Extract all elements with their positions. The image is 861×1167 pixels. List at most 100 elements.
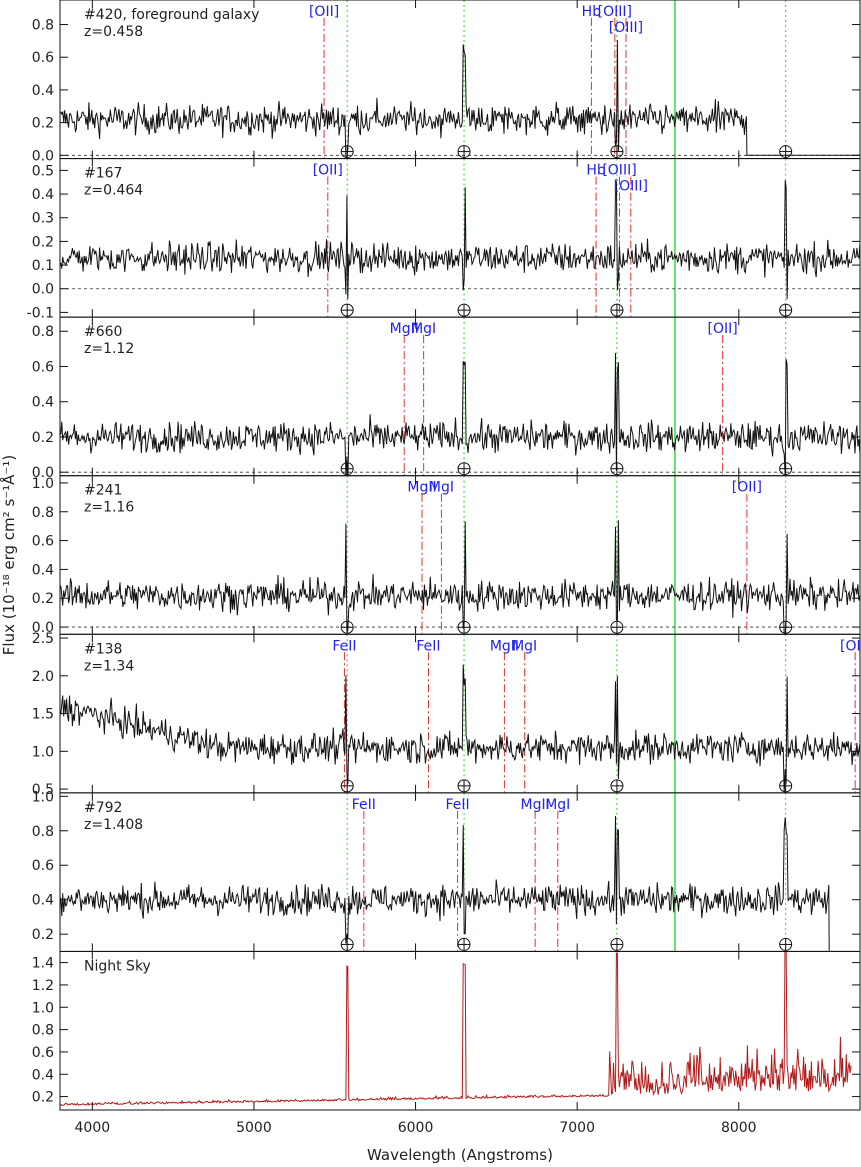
line-label: MgII: [521, 797, 550, 813]
line-label: FeII: [352, 797, 376, 813]
line-label: [OIII]: [609, 20, 643, 36]
panel-frame: [59, 950, 861, 1111]
y-axis-label: Flux (10⁻¹⁸ erg cm² s⁻¹Å⁻¹): [0, 455, 18, 655]
line-label: [OII]: [309, 4, 339, 20]
spectrum-panel: 0.2 0.4 0.6 0.8 1.0 1.2 1.4 Night Sky: [32, 950, 861, 1111]
line-label: FeII: [445, 797, 469, 813]
y-tick-label: 0.4: [32, 83, 54, 99]
galaxy-spectrum: [60, 180, 860, 300]
panel-name: #138: [84, 641, 122, 657]
y-tick-label: 0.0: [32, 148, 54, 164]
line-label: MgII: [407, 480, 436, 496]
y-tick-label: 2.5: [32, 631, 54, 647]
y-tick-label: 1.0: [32, 789, 54, 805]
line-label: MgI: [545, 797, 570, 813]
line-label: MgI: [411, 321, 436, 337]
panel-name: #241: [84, 483, 122, 499]
y-tick-label: 1.2: [32, 978, 54, 994]
spectra-panels: [OII] Hb[OIII][OIII]0.00.20.40.60.8#420, …: [27, 0, 861, 1111]
y-tick-label: 0.4: [32, 395, 54, 411]
y-tick-label: 0.6: [32, 1045, 54, 1061]
panel-redshift: z=0.458: [84, 24, 143, 40]
y-tick-label: 0.2: [32, 591, 54, 607]
x-axis-label: Wavelength (Angstroms): [367, 1146, 553, 1164]
y-tick-label: 1.0: [32, 476, 54, 492]
panel-redshift: z=1.12: [84, 341, 134, 357]
y-tick-label: 0.5: [32, 163, 54, 179]
y-tick-label: 0.0: [32, 620, 54, 636]
y-tick-label: 0.2: [32, 927, 54, 943]
y-tick-label: 0.2: [32, 430, 54, 446]
y-tick-label: 0.6: [32, 534, 54, 550]
line-label: MgII: [390, 321, 419, 337]
y-tick-label: 0.4: [32, 1067, 54, 1083]
galaxy-spectrum: [60, 40, 860, 159]
line-label: Hb: [586, 163, 606, 179]
line-label: [OIII]: [602, 163, 636, 179]
y-tick-label: 1.0: [32, 744, 54, 760]
line-label: FeII: [332, 638, 356, 654]
panel-name: #792: [84, 800, 122, 816]
y-tick-label: 0.0: [32, 465, 54, 481]
y-tick-label: 0.2: [32, 116, 54, 132]
line-label: [OII]: [732, 480, 762, 496]
y-tick-label: 0.3: [32, 211, 54, 227]
x-tick-label: 4000: [75, 1120, 111, 1136]
spectrum-panel: [OII] Hb[OIII][OIII]0.00.20.40.60.8#420, …: [32, 0, 861, 164]
line-label: [OII]: [708, 321, 738, 337]
panel-frame: [59, 0, 861, 160]
galaxy-spectrum: [60, 664, 860, 793]
y-tick-label: 0.2: [32, 234, 54, 250]
panel-name: #420, foreground galaxy: [84, 7, 259, 23]
galaxy-spectrum: [60, 520, 860, 635]
line-label: [OII]: [313, 163, 343, 179]
y-tick-label: 0.1: [32, 258, 54, 274]
y-tick-label: 1.0: [32, 1000, 54, 1016]
line-label: FeII: [416, 638, 440, 654]
panel-redshift: z=1.34: [84, 658, 134, 674]
y-tick-label: 0.0: [32, 282, 54, 298]
line-label: MgI: [512, 638, 537, 654]
galaxy-spectrum: [60, 815, 830, 952]
panel-redshift: z=1.16: [84, 500, 134, 516]
line-label: Hb: [582, 4, 602, 20]
y-tick-label: 0.6: [32, 50, 54, 66]
panel-frame: [59, 633, 861, 794]
panel-name: #167: [84, 166, 122, 182]
y-tick-label: 0.8: [32, 324, 54, 340]
line-label: MgII: [490, 638, 519, 654]
y-tick-label: 0.8: [32, 824, 54, 840]
spectrum-panel: [OII] Hb[OIII][OIII]-0.10.00.10.20.30.40.…: [27, 158, 861, 321]
y-tick-label: 0.8: [32, 18, 54, 34]
panel-redshift: z=1.408: [84, 817, 143, 833]
panel-redshift: z=0.464: [84, 183, 143, 199]
y-tick-label: 2.0: [32, 669, 54, 685]
y-tick-label: 0.6: [32, 359, 54, 375]
y-tick-label: 0.8: [32, 1023, 54, 1039]
y-tick-label: 0.4: [32, 893, 54, 909]
line-label: MgI: [429, 480, 454, 496]
line-label: [OIII]: [598, 4, 632, 20]
galaxy-spectrum: [60, 352, 860, 476]
panel-frame: [59, 792, 861, 952]
x-tick-label: 7000: [559, 1120, 595, 1136]
panel-frame: [59, 158, 861, 318]
y-tick-label: 0.2: [32, 1090, 54, 1106]
line-label: [OII]: [840, 638, 861, 654]
panel-name: Night Sky: [84, 958, 151, 974]
y-tick-label: 1.5: [32, 707, 54, 723]
y-tick-label: 0.4: [32, 187, 54, 203]
x-tick-label: 5000: [236, 1120, 272, 1136]
y-tick-label: 0.4: [32, 562, 54, 578]
y-tick-label: 0.5: [32, 782, 54, 798]
y-tick-label: 0.8: [32, 505, 54, 521]
y-tick-label: 1.4: [32, 956, 54, 972]
sky-spectrum: [60, 951, 852, 1107]
x-axis: 4000 5000 6000 7000 8000: [75, 1120, 757, 1136]
y-tick-label: -0.1: [27, 305, 54, 321]
